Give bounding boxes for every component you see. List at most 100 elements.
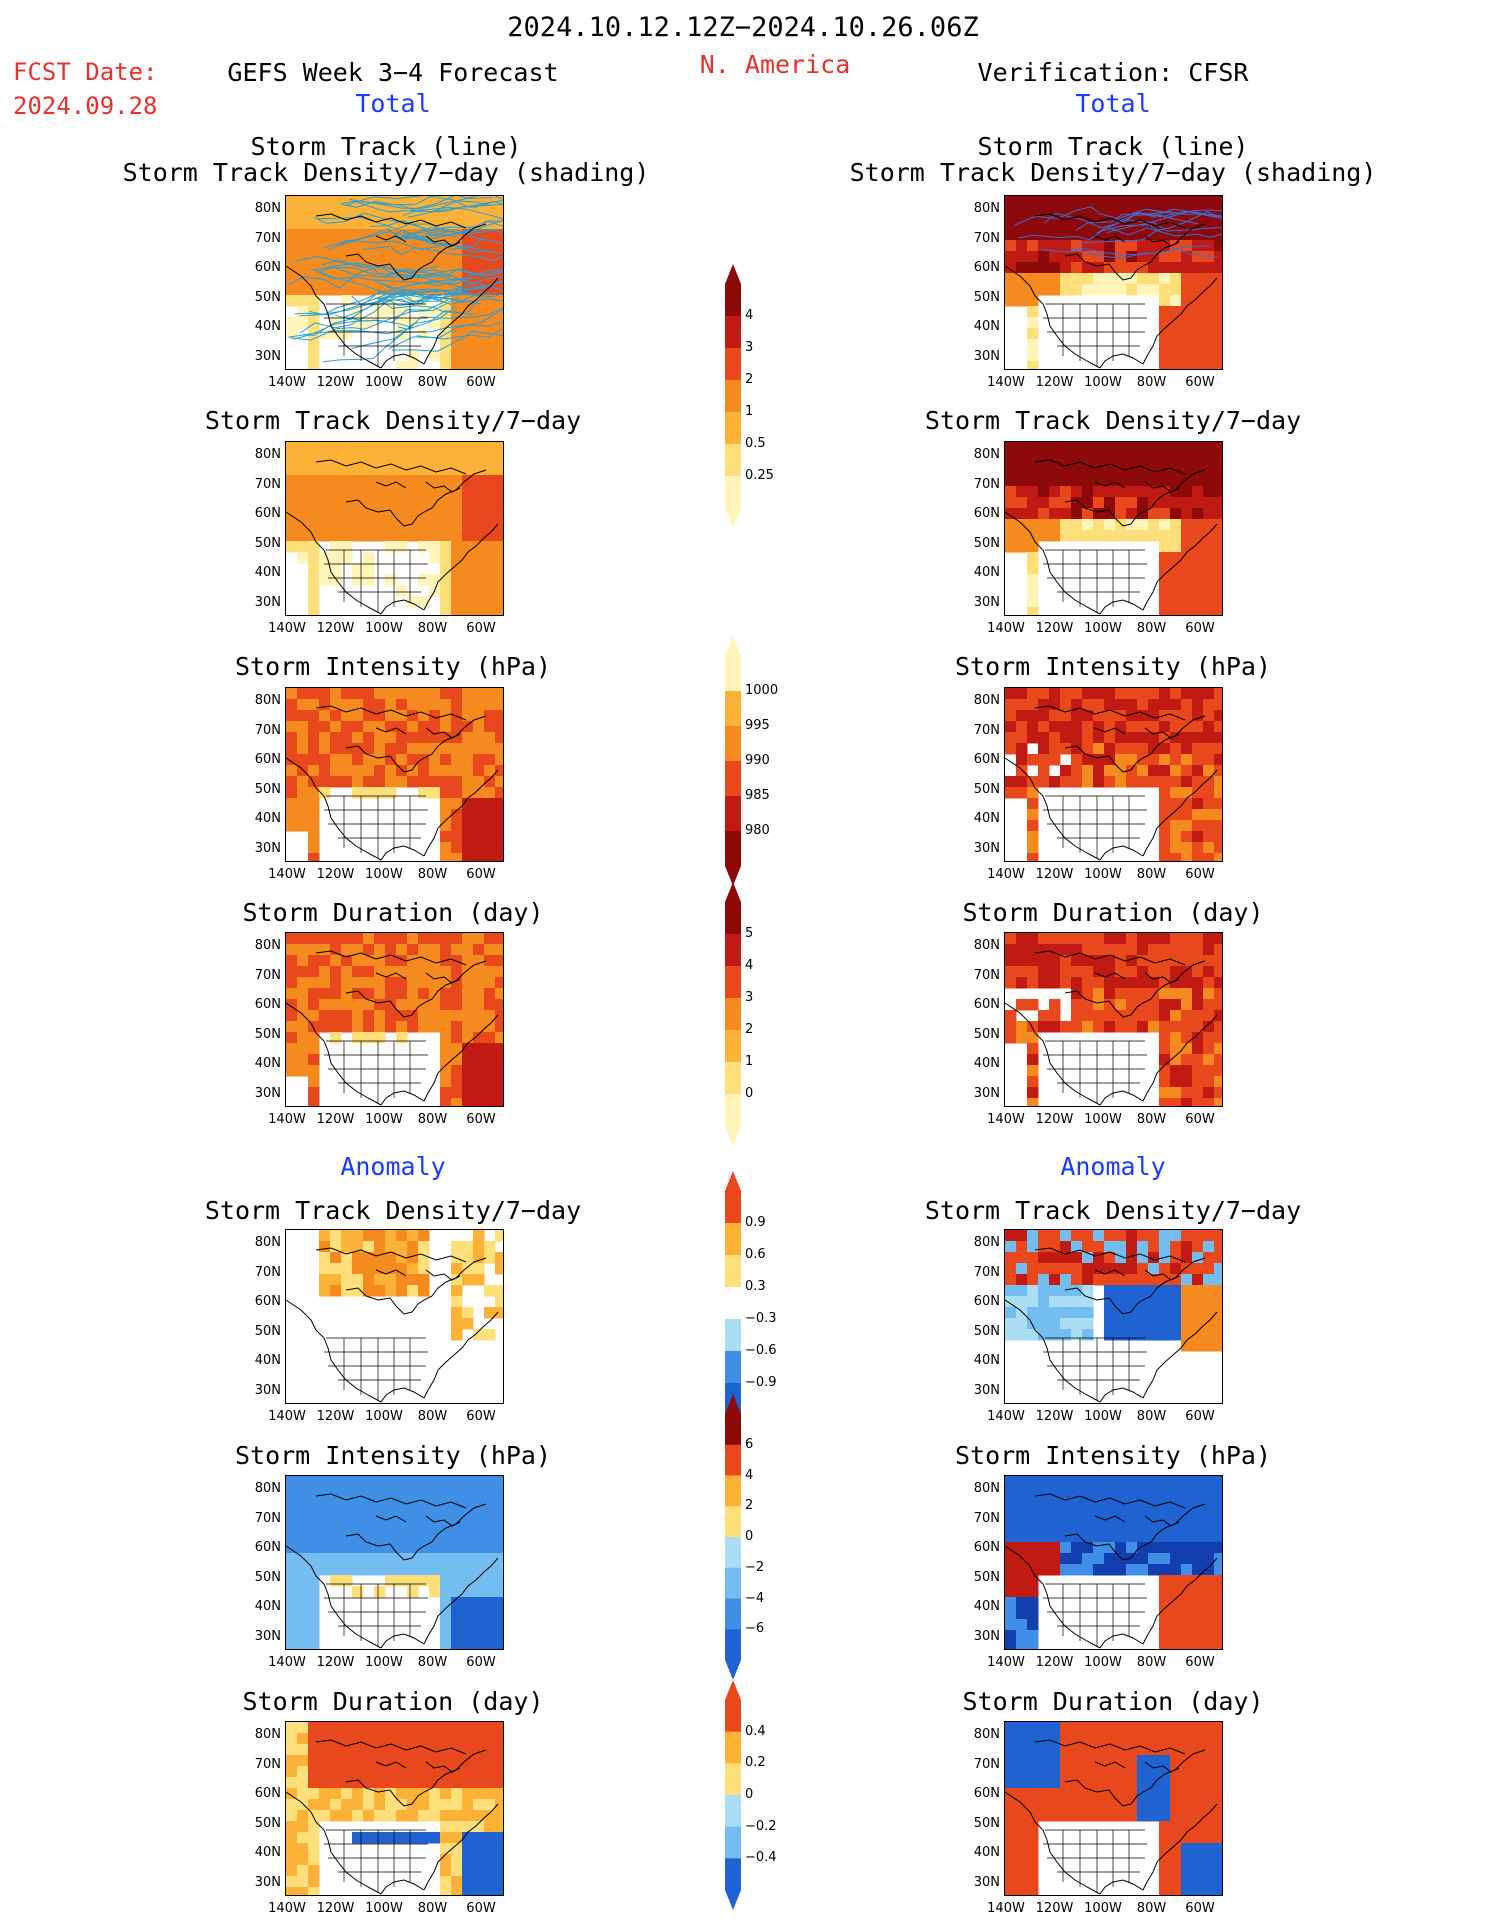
grid-cell (1181, 475, 1193, 487)
grid-cell (1049, 442, 1061, 454)
grid-cell (1192, 1641, 1204, 1649)
grid-cell (1148, 486, 1160, 498)
lon-tick-label: 120W (1035, 375, 1074, 390)
grid-cell (484, 1285, 496, 1297)
grid-cell (1192, 1542, 1204, 1554)
grid-cell (297, 508, 309, 520)
colorbar-tick-label: 990 (745, 753, 770, 768)
grid-cell (1181, 1487, 1193, 1499)
grid-cell (451, 1285, 463, 1297)
grid-cell (308, 574, 320, 586)
grid-cell (473, 1597, 485, 1609)
grid-cell (484, 317, 496, 329)
grid-cell (1027, 1285, 1039, 1297)
grid-cell (319, 1531, 331, 1543)
grid-cell (308, 1865, 320, 1877)
grid-cell (1203, 574, 1215, 586)
grid-cell (484, 596, 496, 608)
grid-cell (1071, 262, 1083, 274)
grid-cell (1159, 1777, 1171, 1789)
grid-cell (1203, 1340, 1215, 1352)
grid-cell (308, 530, 320, 542)
grid-cell (429, 1542, 441, 1554)
grid-cell (330, 977, 342, 989)
grid-cell (330, 229, 342, 241)
grid-cell (473, 273, 485, 285)
grid-cell (1027, 1608, 1039, 1620)
grid-cell (319, 955, 331, 967)
grid-cell (1181, 743, 1193, 755)
grid-cell (1148, 966, 1160, 978)
grid-cell (308, 196, 320, 208)
grid-cell (462, 1630, 474, 1642)
grid-cell (374, 1564, 386, 1576)
lon-tick-label: 100W (365, 1409, 403, 1424)
grid-cell (341, 207, 353, 219)
grid-cell (473, 944, 485, 956)
grid-cell (418, 273, 430, 285)
grid-cell (1082, 530, 1094, 542)
grid-cell (440, 1531, 452, 1543)
grid-cell (1082, 453, 1094, 465)
grid-cell (1181, 1722, 1193, 1734)
grid-cell (1148, 519, 1160, 531)
grid-cell (374, 688, 386, 700)
grid-cell (484, 1032, 496, 1044)
grid-cell (1104, 530, 1116, 542)
grid-cell (451, 765, 463, 777)
grid-cell (418, 1575, 430, 1587)
coastline (1034, 950, 1186, 966)
grid-cell (1181, 933, 1193, 945)
grid-cell (484, 240, 496, 252)
grid-cell (352, 988, 364, 1000)
grid-cell (1137, 1766, 1149, 1778)
grid-cell (462, 339, 474, 351)
grid-cell (407, 317, 419, 329)
grid-cell (286, 999, 298, 1011)
grid-cell (319, 1777, 331, 1789)
grid-cell (1203, 1241, 1215, 1253)
grid-cell (1115, 1274, 1127, 1286)
grid-cell (352, 1476, 364, 1488)
grid-cell (1093, 1564, 1105, 1576)
lat-tick-label: 60N (973, 752, 1000, 767)
grid-cell (1071, 1274, 1083, 1286)
grid-cell (385, 1010, 397, 1022)
grid-cell (462, 295, 474, 307)
coastline (345, 1257, 487, 1315)
grid-cell (297, 809, 309, 821)
coastline (1099, 845, 1144, 861)
grid-cell (440, 1619, 452, 1631)
grid-cell (1192, 1509, 1204, 1521)
grid-cell (1038, 1285, 1050, 1297)
grid-cell (1005, 1821, 1017, 1833)
grid-cell (1016, 1476, 1028, 1488)
grid-cell (1093, 1252, 1105, 1264)
grid-cell (1148, 721, 1160, 733)
grid-cell (1170, 1329, 1182, 1341)
grid-cell (1159, 317, 1171, 329)
grid-cell (473, 955, 485, 967)
grid-cell (1027, 1274, 1039, 1286)
grid-cell (341, 1531, 353, 1543)
grid-cell (1170, 1230, 1182, 1242)
grid-cell (473, 361, 485, 369)
grid-cell (1181, 853, 1193, 861)
grid-cell (484, 1733, 496, 1745)
grid-cell (1115, 688, 1127, 700)
lon-tick-label: 140W (268, 1655, 306, 1670)
grid-cell (1214, 229, 1222, 241)
grid-cell (1082, 196, 1094, 208)
coastline (423, 277, 499, 365)
grid-cell (1093, 1520, 1105, 1532)
grid-cell (308, 765, 320, 777)
grid-cell (484, 853, 496, 861)
grid-cell (396, 464, 408, 476)
lat-tick-label: 60N (254, 997, 281, 1012)
grid-cell (374, 1531, 386, 1543)
grid-cell (1115, 699, 1127, 711)
grid-cell (1038, 508, 1050, 520)
grid-cell (1192, 361, 1204, 369)
grid-cell (495, 1010, 503, 1022)
grid-cell (451, 1043, 463, 1055)
